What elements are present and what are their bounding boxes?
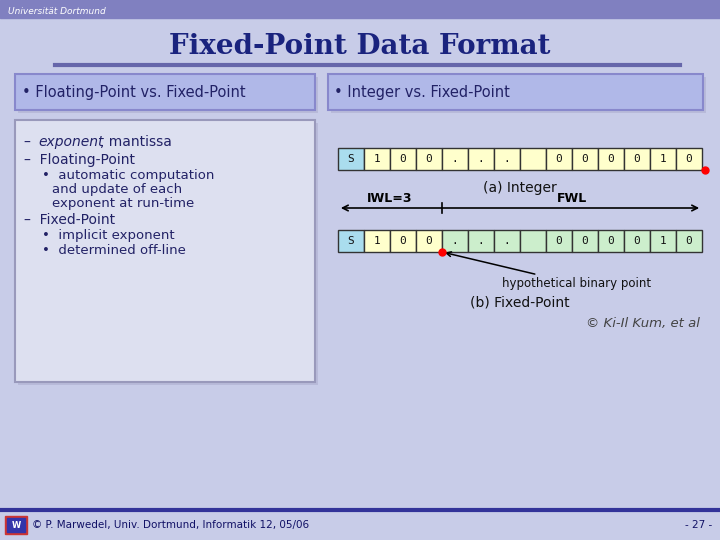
Bar xyxy=(650,148,676,170)
Text: .: . xyxy=(451,236,459,246)
Text: 1: 1 xyxy=(374,236,380,246)
Text: 0: 0 xyxy=(608,154,614,164)
Bar xyxy=(520,230,546,252)
FancyBboxPatch shape xyxy=(331,77,706,113)
Text: S: S xyxy=(348,154,354,164)
Bar xyxy=(598,148,624,170)
Bar xyxy=(494,148,520,170)
Bar xyxy=(494,230,520,252)
Text: 0: 0 xyxy=(556,236,562,246)
Bar xyxy=(5,516,27,534)
Text: - 27 -: - 27 - xyxy=(685,520,712,530)
Text: 0: 0 xyxy=(608,236,614,246)
Text: –  Floating-Point: – Floating-Point xyxy=(24,153,135,167)
Text: 1: 1 xyxy=(374,154,380,164)
Text: 1: 1 xyxy=(660,236,667,246)
Text: © P. Marwedel, Univ. Dortmund, Informatik 12, 05/06: © P. Marwedel, Univ. Dortmund, Informati… xyxy=(32,520,309,530)
Bar xyxy=(468,230,494,252)
Text: –: – xyxy=(24,135,40,149)
Text: 0: 0 xyxy=(685,154,693,164)
Bar xyxy=(624,148,650,170)
Bar xyxy=(442,148,468,170)
Text: 0: 0 xyxy=(634,236,640,246)
Text: • Floating-Point vs. Fixed-Point: • Floating-Point vs. Fixed-Point xyxy=(22,84,246,99)
Bar xyxy=(650,230,676,252)
Bar xyxy=(390,230,416,252)
Text: .: . xyxy=(451,154,459,164)
Bar xyxy=(442,230,468,252)
Text: exponent: exponent xyxy=(38,135,104,149)
Text: .: . xyxy=(503,154,510,164)
FancyBboxPatch shape xyxy=(15,74,315,110)
Bar xyxy=(676,230,702,252)
Bar xyxy=(520,148,546,170)
Text: , mantissa: , mantissa xyxy=(100,135,172,149)
Text: 0: 0 xyxy=(426,154,433,164)
Text: 0: 0 xyxy=(400,236,406,246)
Text: 0: 0 xyxy=(400,154,406,164)
Bar xyxy=(364,230,390,252)
Bar xyxy=(0,513,720,540)
Text: Universität Dortmund: Universität Dortmund xyxy=(8,6,106,16)
Bar xyxy=(572,148,598,170)
Bar xyxy=(598,230,624,252)
Bar xyxy=(572,230,598,252)
Bar xyxy=(676,148,702,170)
Text: 0: 0 xyxy=(685,236,693,246)
Text: •  automatic computation: • automatic computation xyxy=(42,168,215,181)
FancyBboxPatch shape xyxy=(18,123,318,385)
Text: 0: 0 xyxy=(634,154,640,164)
Bar xyxy=(416,148,442,170)
Text: (a) Integer: (a) Integer xyxy=(483,181,557,195)
Bar xyxy=(624,230,650,252)
Text: (b) Fixed-Point: (b) Fixed-Point xyxy=(470,295,570,309)
Bar xyxy=(416,230,442,252)
Text: 0: 0 xyxy=(582,154,588,164)
Bar xyxy=(7,518,25,532)
Text: .: . xyxy=(477,154,485,164)
Text: IWL=3: IWL=3 xyxy=(367,192,413,205)
Bar xyxy=(0,0,720,18)
Text: © Ki-Il Kum, et al: © Ki-Il Kum, et al xyxy=(586,318,700,330)
FancyBboxPatch shape xyxy=(328,74,703,110)
Text: Fixed-Point Data Format: Fixed-Point Data Format xyxy=(169,32,551,59)
Text: –  Fixed-Point: – Fixed-Point xyxy=(24,213,115,227)
Text: .: . xyxy=(503,236,510,246)
Text: • Integer vs. Fixed-Point: • Integer vs. Fixed-Point xyxy=(334,84,510,99)
Text: •  determined off-line: • determined off-line xyxy=(42,244,186,256)
Text: 0: 0 xyxy=(556,154,562,164)
Bar xyxy=(338,148,364,170)
Text: exponent at run-time: exponent at run-time xyxy=(52,197,194,210)
FancyBboxPatch shape xyxy=(15,120,315,382)
Bar xyxy=(364,148,390,170)
Bar xyxy=(546,148,572,170)
Text: 0: 0 xyxy=(582,236,588,246)
Text: and update of each: and update of each xyxy=(52,183,182,195)
Text: .: . xyxy=(477,236,485,246)
Bar xyxy=(338,230,364,252)
Bar xyxy=(468,148,494,170)
Text: W: W xyxy=(12,521,21,530)
FancyBboxPatch shape xyxy=(18,77,318,113)
Text: S: S xyxy=(348,236,354,246)
Bar xyxy=(546,230,572,252)
Text: hypothetical binary point: hypothetical binary point xyxy=(446,252,651,291)
Text: 0: 0 xyxy=(426,236,433,246)
Bar xyxy=(390,148,416,170)
Text: 1: 1 xyxy=(660,154,667,164)
Text: •  implicit exponent: • implicit exponent xyxy=(42,228,175,241)
Text: FWL: FWL xyxy=(557,192,587,205)
